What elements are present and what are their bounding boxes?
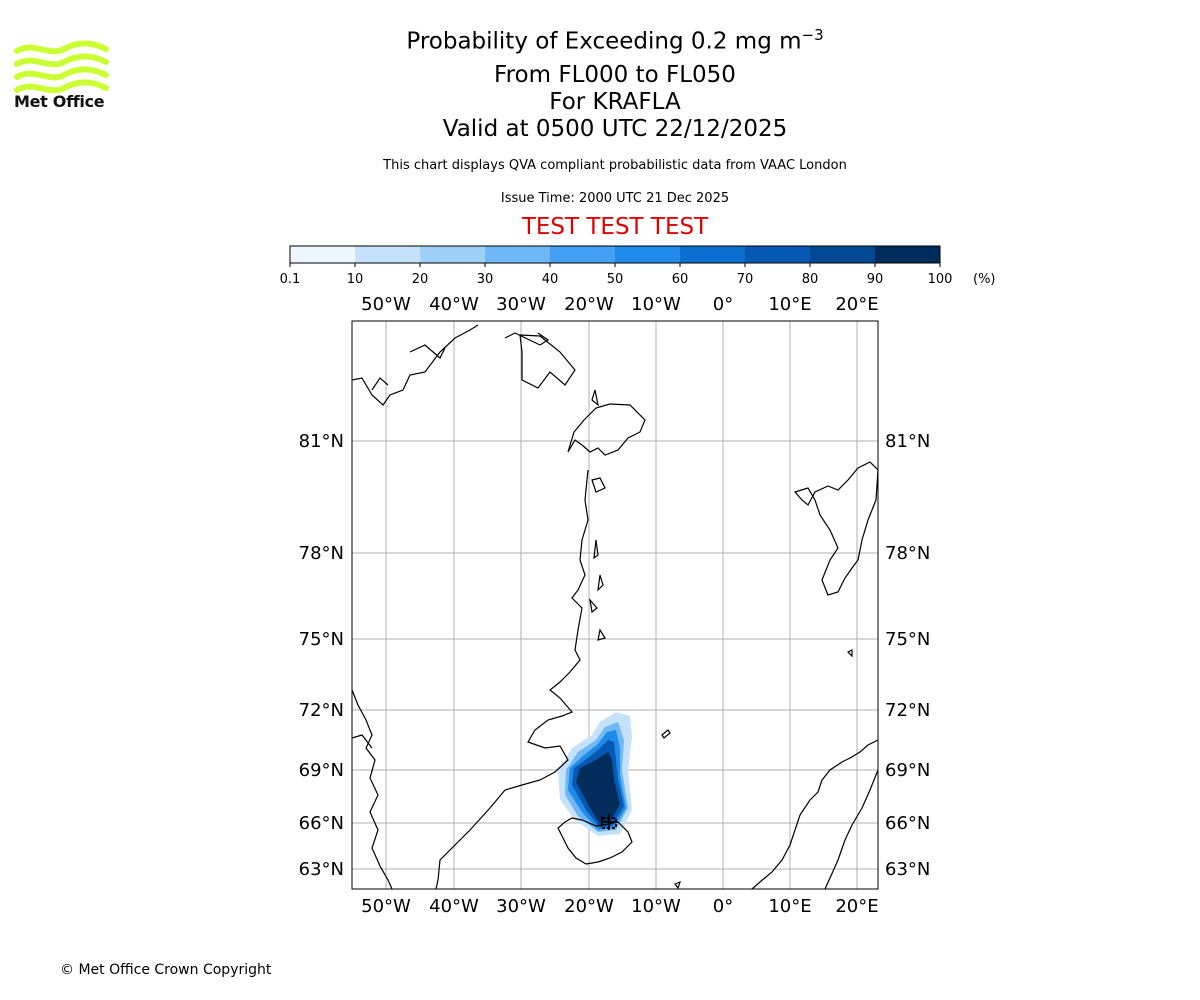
colorbar-bin [355,246,420,263]
logo-wave [14,79,109,94]
coastline [504,332,550,346]
map-frame [351,320,879,890]
longitude-label: 10°E [768,294,811,315]
latitude-label: 81°N [885,431,930,452]
colorbar-tick-label: 80 [802,272,819,287]
longitude-label: 10°W [631,896,681,917]
coastline [597,574,604,592]
colorbar-tick-label: 40 [542,272,559,287]
coastline [824,769,878,889]
longitude-label: 20°W [564,896,614,917]
coastline [597,628,606,641]
coastline [435,469,589,889]
coastline [557,817,633,865]
latitude-label: 78°N [299,543,344,564]
coastline [567,403,646,456]
colorbar-tick-label: 30 [477,272,494,287]
colorbar-tick-label: 60 [672,272,689,287]
longitude-label: 10°E [768,896,811,917]
colorbar-tick-label: 70 [737,272,754,287]
ash-probability-plume [558,712,632,836]
longitude-label: 20°E [835,294,878,315]
latitude-label: 75°N [885,629,930,650]
chart-title: Probability of Exceeding 0.2 mg m−3 [365,26,865,55]
volcano-marker-icon [601,814,617,830]
latitude-label: 72°N [885,700,930,721]
longitude-label: 20°E [835,896,878,917]
coastline [352,689,393,889]
chart-title-exponent: −3 [801,26,824,44]
data-source-note: This chart displays QVA compliant probab… [383,158,847,173]
longitude-label: 30°W [496,294,546,315]
coastline [352,324,479,406]
colorbar-bin [875,246,940,263]
logo-wave [14,40,109,55]
met-office-logo-text: Met Office [14,92,105,111]
latitude-label: 75°N [299,629,344,650]
latitude-label: 72°N [299,700,344,721]
colorbar-bin [810,246,875,263]
logo-wave [14,53,109,68]
issue-time: Issue Time: 2000 UTC 21 Dec 2025 [500,191,730,206]
plume-probability-band [576,752,620,824]
longitude-label: 40°W [429,896,479,917]
colorbar-bin [615,246,680,263]
coastline [409,344,446,359]
colorbar-bin [290,246,355,263]
coastline [589,598,598,614]
coastline [352,734,373,749]
latitude-label: 63°N [299,859,344,880]
colorbar-bin [745,246,810,263]
longitude-label: 40°W [429,294,479,315]
coastline [591,389,599,407]
logo-wave [14,66,109,81]
colorbar-tick-label: 20 [412,272,429,287]
coastline [674,880,681,889]
latitude-label: 78°N [885,543,930,564]
coastline [846,649,853,658]
flight-level-range: From FL000 to FL050 [494,62,736,88]
coastline [793,461,878,596]
coastline [519,334,576,389]
coastline [661,729,671,739]
axis-labels: 50°W 50°W 40°W 40°W 30°W 30°W 20°W 20°W 10°W 10°W… [299,294,931,917]
colorbar-tick-label: 90 [867,272,884,287]
test-banner: TEST TEST TEST [521,214,709,240]
longitude-label: 50°W [361,896,411,917]
longitude-label: 20°W [564,294,614,315]
longitude-label: 0° [713,896,733,917]
colorbar-tick-label: 50 [607,272,624,287]
latitude-label: 66°N [885,813,930,834]
colorbar-tick-label: 10 [347,272,364,287]
coastline [593,539,599,560]
longitude-label: 30°W [496,896,546,917]
latitude-label: 69°N [299,760,344,781]
latitude-label: 63°N [885,859,930,880]
colorbar-bin [680,246,745,263]
chart-title-text: Probability of Exceeding 0.2 mg m [406,28,802,55]
colorbar-tick-label: 100 [928,272,953,287]
colorbar-unit: (%) [973,272,996,287]
volcano-name: For KRAFLA [549,89,681,115]
longitude-label: 50°W [361,294,411,315]
coastlines [352,324,878,889]
latitude-label: 81°N [299,431,344,452]
copyright-notice: © Met Office Crown Copyright [60,962,272,978]
longitude-label: 0° [713,294,733,315]
valid-time: Valid at 0500 UTC 22/12/2025 [442,116,788,142]
colorbar: 0.1 10 20 30 40 50 60 70 80 90 100 (%) [280,245,996,287]
coastline [751,739,878,889]
colorbar-tick-label: 0.1 [280,272,301,287]
met-office-logo-icon [14,40,109,94]
latitude-label: 69°N [885,760,930,781]
coastline [591,477,606,493]
map-panel: 50°W 50°W 40°W 40°W 30°W 30°W 20°W 20°W 10°W 10°W… [299,294,931,917]
colorbar-bin [420,246,485,263]
colorbar-bin [485,246,550,263]
longitude-label: 10°W [631,294,681,315]
colorbar-bin [550,246,615,263]
coastline [371,377,389,391]
latitude-label: 66°N [299,813,344,834]
